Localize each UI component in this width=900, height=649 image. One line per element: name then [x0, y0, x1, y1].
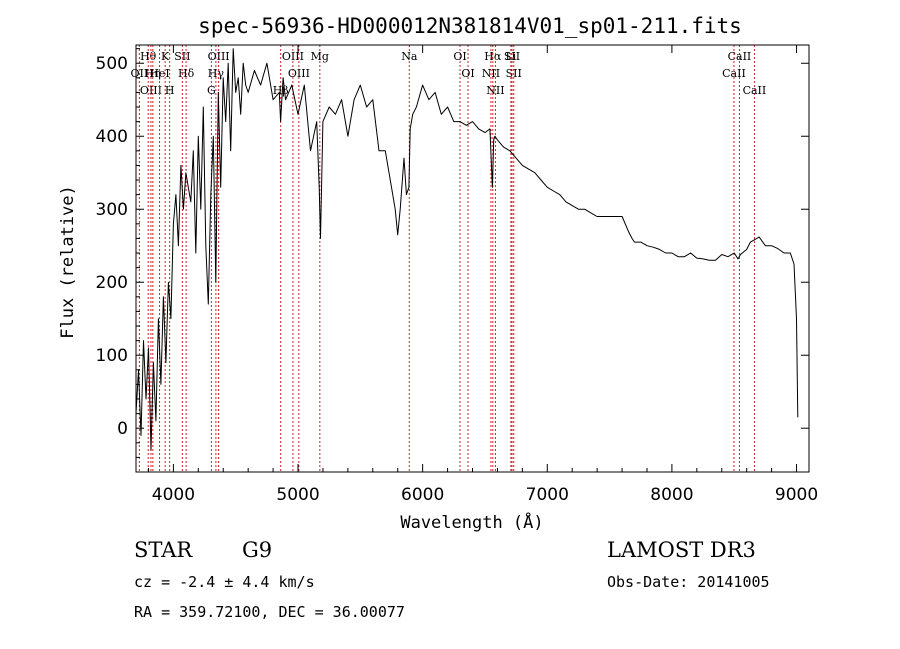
- line-mark-label-10: Hγ: [208, 67, 225, 80]
- line-mark-label-1: OII: [131, 67, 149, 80]
- x-tick-label-1: 5000: [276, 485, 319, 505]
- line-mark-label-18: OI: [461, 67, 474, 80]
- object-type: STAR: [134, 538, 193, 562]
- plot-frame: [135, 44, 810, 473]
- x-tick-label-0: 4000: [152, 485, 195, 505]
- line-mark-label-7: SII: [174, 50, 190, 63]
- line-mark-label-25: CaII: [728, 50, 752, 63]
- line-mark-label-21: NII: [486, 84, 504, 97]
- spectral-line-markers: HθOIIOIIIHeIHηKHSIIHδOIIIHγGOIIIOIIIHβMg…: [131, 45, 767, 472]
- line-mark-label-8: Hδ: [178, 67, 195, 80]
- y-axis-label: Flux (relative): [58, 185, 78, 339]
- spectrum-series: [135, 48, 799, 451]
- y-tick-label-3: 300: [96, 200, 128, 220]
- y-tick-label-1: 100: [96, 346, 128, 366]
- line-mark-label-23: SII: [506, 67, 522, 80]
- x-axis-label: Wavelength (Å): [400, 511, 543, 533]
- chart-title: spec-56936-HD000012N381814V01_sp01-211.f…: [198, 14, 742, 38]
- line-mark-label-22: SII: [504, 50, 520, 63]
- line-mark-label-5: K: [161, 50, 170, 63]
- y-tick-label-0: 0: [117, 419, 128, 439]
- line-mark-label-13: OIII: [288, 67, 310, 80]
- axes: 4000 5000 6000 7000 8000 9000 0 100 200 300 400 500: [96, 45, 818, 505]
- line-mark-label-15: Mg: [311, 50, 329, 63]
- line-mark-label-14: Hβ: [273, 84, 289, 97]
- line-mark-label-6: H: [165, 84, 175, 97]
- x-tick-label-4: 8000: [650, 485, 693, 505]
- line-mark-label-2: OIII: [140, 84, 162, 97]
- survey-name: LAMOST DR3: [607, 538, 756, 562]
- line-mark-label-16: Na: [401, 50, 418, 63]
- x-tick-label-3: 7000: [526, 485, 569, 505]
- line-mark-label-11: G: [207, 84, 216, 97]
- redshift-cz: cz = -2.4 ± 4.4 km/s: [134, 573, 315, 591]
- observation-date: Obs-Date: 20141005: [607, 573, 770, 591]
- sky-coordinates: RA = 359.72100, DEC = 36.00077: [134, 603, 405, 621]
- y-tick-label-4: 400: [96, 127, 128, 147]
- line-mark-label-17: OI: [453, 50, 466, 63]
- line-mark-label-19: Hα: [484, 50, 502, 63]
- line-mark-label-26: CaII: [722, 67, 746, 80]
- series-line-0: [135, 48, 799, 451]
- line-mark-label-0: Hθ: [140, 50, 157, 63]
- x-tick-label-2: 6000: [401, 485, 444, 505]
- line-mark-label-4: Hη: [145, 67, 161, 80]
- line-mark-label-27: CaII: [743, 84, 767, 97]
- y-tick-label-2: 200: [96, 273, 128, 293]
- object-subclass: G9: [242, 538, 273, 562]
- y-tick-label-5: 500: [96, 54, 128, 74]
- line-mark-label-20: NII: [482, 67, 500, 80]
- line-mark-label-9: OIII: [208, 50, 230, 63]
- line-mark-label-24: Li: [505, 50, 516, 63]
- line-mark-label-12: OIII: [282, 50, 304, 63]
- x-tick-label-5: 9000: [775, 485, 818, 505]
